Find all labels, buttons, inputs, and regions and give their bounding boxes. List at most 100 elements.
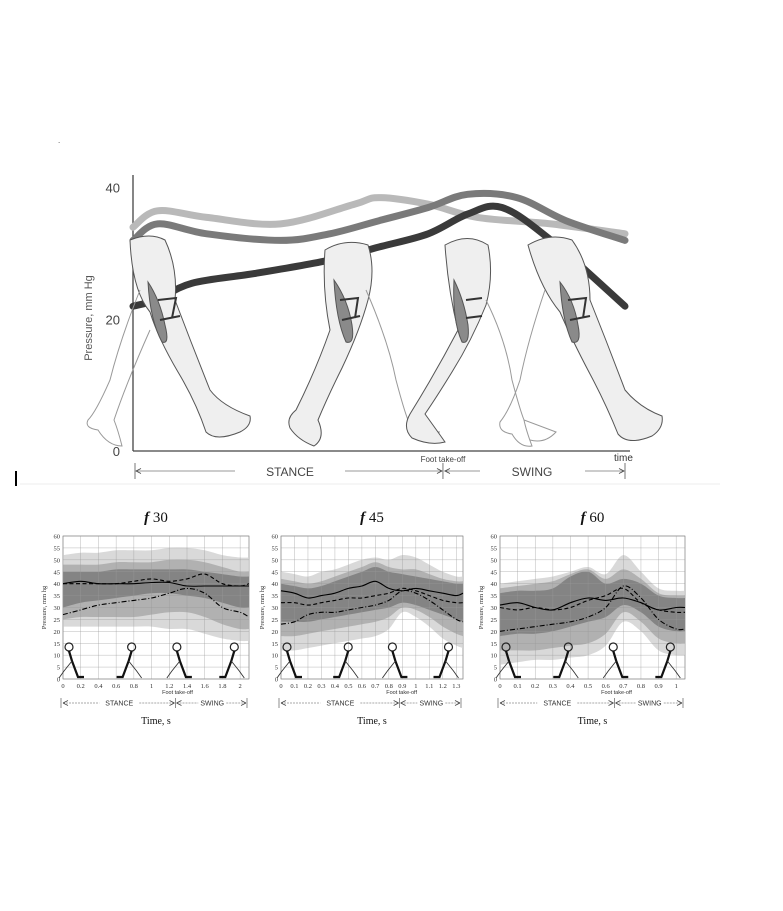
x-tick-label: 1 (150, 683, 153, 690)
top-phase-bar: STANCE SWING Foot take-off (134, 455, 626, 479)
stick-figure-back-leg (666, 660, 681, 679)
y-tick-label: 55 (54, 545, 61, 552)
leg-illustration-1 (86, 235, 251, 447)
series-line-dashdot (499, 585, 686, 632)
subplot-f30: f 30 0 5 10 15 20 25 30 35 40 45 50 55 60 0 0.2 0.4 0.6 0.… (41, 510, 250, 727)
subplot-xlabel: Time, s (141, 716, 171, 727)
stance-label: STANCE (105, 701, 133, 708)
y-tick-label: 25 (54, 617, 61, 624)
stick-figure (276, 642, 302, 679)
stick-figure (382, 642, 408, 679)
stick-figure-front-leg (391, 650, 408, 679)
stick-figure (553, 642, 579, 679)
stance-arrow-right (169, 700, 175, 706)
y-tick-label: 25 (491, 617, 498, 624)
x-tick-label: 0.5 (344, 683, 352, 690)
stick-figure-front-leg (504, 650, 521, 679)
x-tick-label: 1.8 (218, 683, 226, 690)
x-tick-label: 1.2 (165, 683, 173, 690)
stick-figure-front-leg (333, 650, 350, 679)
y-tick-label: 10 (272, 653, 279, 660)
x-tick-label: 1.6 (201, 683, 210, 690)
stick-figure (116, 642, 143, 679)
y-tick-label: 60 (272, 534, 279, 541)
top-stance-label: STANCE (266, 465, 314, 479)
stick-figure-back-leg (166, 660, 181, 679)
x-tick-label: 0.3 (549, 683, 557, 690)
stick-figure (495, 642, 521, 679)
x-tick-label: 0 (498, 683, 501, 690)
y-tick-label: 20 (54, 629, 61, 636)
x-tick-label: 0.2 (531, 683, 539, 690)
y-tick-label: 30 (491, 605, 498, 612)
stick-figure-back-leg (602, 660, 617, 679)
y-tick-label: 40 (491, 581, 498, 588)
x-tick-label: 0.4 (566, 683, 575, 690)
leg-illustration-3 (406, 238, 557, 444)
subplot-xlabel: Time, s (357, 716, 387, 727)
top-stance-arrow-right (436, 468, 443, 474)
subplot-title: f 30 (144, 510, 168, 526)
stick-figure (333, 642, 359, 679)
y-tick-label: 35 (491, 593, 498, 600)
stick-figure-front-leg (612, 650, 629, 679)
stance-label: STANCE (543, 701, 571, 708)
x-tick-label: 0.7 (371, 683, 380, 690)
stance-label: STANCE (326, 701, 354, 708)
y-tick-label: 30 (272, 605, 279, 612)
y-tick-label: 10 (54, 653, 61, 660)
band-dark (63, 569, 249, 608)
swing-arrow-right (676, 700, 683, 706)
top-swing-arrow-right (618, 468, 625, 474)
x-tick-label: 0.9 (655, 683, 663, 690)
stance-arrow-right (608, 700, 614, 706)
y-tick-label: 20 (272, 629, 279, 636)
y-tick-label: 5 (494, 665, 497, 672)
stick-figure-front-leg (116, 650, 133, 679)
swing-arrow-left (176, 700, 182, 706)
swing-label: SWING (638, 701, 662, 708)
y-tick-label: 20 (491, 629, 498, 636)
top-curve-1 (129, 194, 629, 238)
top-takeoff-label: Foot take-off (421, 455, 467, 464)
y-tick-label: 50 (54, 557, 61, 564)
x-tick-label: 0.6 (602, 683, 611, 690)
x-tick-label: 0.2 (77, 683, 85, 690)
x-tick-label: 1.4 (183, 683, 192, 690)
x-tick-label: 0.1 (514, 683, 522, 690)
x-tick-label: 0.2 (304, 683, 312, 690)
subplot-title: f 60 (581, 510, 605, 526)
y-tick-label: 60 (491, 534, 498, 541)
top-curves (129, 189, 629, 310)
stick-figure (58, 642, 84, 679)
y-tick-label: 15 (491, 641, 498, 648)
x-tick-label: 0.8 (130, 683, 138, 690)
swing-arrow-left (400, 700, 406, 706)
x-tick-label: 1.3 (452, 683, 460, 690)
subplot-ylabel: Pressure, mm hg (41, 585, 48, 629)
y-tick-label: 40 (272, 581, 279, 588)
stick-figure-front-leg (553, 650, 570, 679)
stick-figure-back-leg (495, 660, 510, 679)
stick-figure (655, 642, 681, 679)
top-curve-3 (129, 202, 629, 310)
x-tick-label: 0.6 (112, 683, 121, 690)
y-tick-label: 5 (57, 665, 60, 672)
series-line-dashed (63, 573, 250, 587)
series-line-dashed (499, 587, 686, 614)
swing-arrow-right (454, 700, 461, 706)
top-swing-arrow-left (444, 468, 451, 474)
top-pressure-chart: Pressure, mm Hg 0 20 40 time (83, 175, 663, 479)
x-tick-label: 0.4 (331, 683, 340, 690)
x-tick-label: 0.3 (317, 683, 325, 690)
stick-figure-back-leg (564, 660, 579, 679)
x-tick-label: 0.5 (584, 683, 592, 690)
y-tick-label: 50 (491, 557, 498, 564)
y-tick-label: 30 (54, 605, 61, 612)
stick-figure-back-leg (445, 660, 459, 679)
x-tick-label: 1.2 (439, 683, 447, 690)
stick-figure-front-leg (219, 650, 236, 679)
subplot-f60: f 60 0 5 10 15 20 25 30 35 40 45 50 55 60 0 0.1 0.2 0.3 0.… (478, 510, 686, 727)
y-tick-label: 0 (494, 677, 497, 684)
